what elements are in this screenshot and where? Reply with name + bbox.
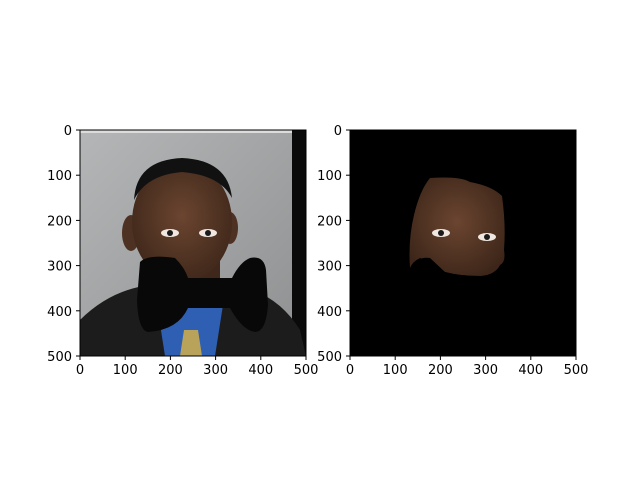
left-y-tick-label: 200 [47, 214, 72, 229]
left-x-tick-label: 300 [203, 363, 228, 378]
right-y-tick-label: 200 [317, 214, 342, 229]
left-x-tick-label: 500 [294, 363, 319, 378]
left-x-tick-label: 400 [248, 363, 273, 378]
right-y-tick-label: 0 [334, 124, 342, 139]
right-x-ticks: 0 100 200 300 400 500 [346, 356, 589, 378]
right-image-axes: 0 100 200 300 400 500 0 100 200 300 400 500 [317, 124, 588, 378]
left-y-tick-label: 400 [47, 305, 72, 320]
left-image [80, 130, 306, 356]
left-x-tick-label: 100 [113, 363, 138, 378]
left-y-tick-label: 100 [47, 169, 72, 184]
right-y-tick-label: 500 [317, 350, 342, 365]
right-x-tick-label: 400 [518, 363, 543, 378]
right-y-tick-label: 300 [317, 260, 342, 275]
left-x-tick-label: 200 [158, 363, 183, 378]
right-x-tick-label: 0 [346, 363, 354, 378]
right-y-ticks: 0 100 200 300 400 500 [317, 124, 350, 365]
right-image [350, 130, 576, 356]
right-x-tick-label: 100 [383, 363, 408, 378]
left-y-tick-label: 300 [47, 260, 72, 275]
right-y-tick-label: 100 [317, 169, 342, 184]
right-x-tick-label: 200 [428, 363, 453, 378]
left-y-ticks: 0 100 200 300 400 500 [47, 124, 80, 365]
right-x-tick-label: 300 [473, 363, 498, 378]
left-y-tick-label: 500 [47, 350, 72, 365]
left-y-tick-label: 0 [64, 124, 72, 139]
left-x-ticks: 0 100 200 300 400 500 [76, 356, 319, 378]
right-x-tick-label: 500 [564, 363, 589, 378]
left-image-axes: 0 100 200 300 400 500 0 100 200 300 400 500 [47, 124, 318, 378]
right-y-tick-label: 400 [317, 305, 342, 320]
left-x-tick-label: 0 [76, 363, 84, 378]
